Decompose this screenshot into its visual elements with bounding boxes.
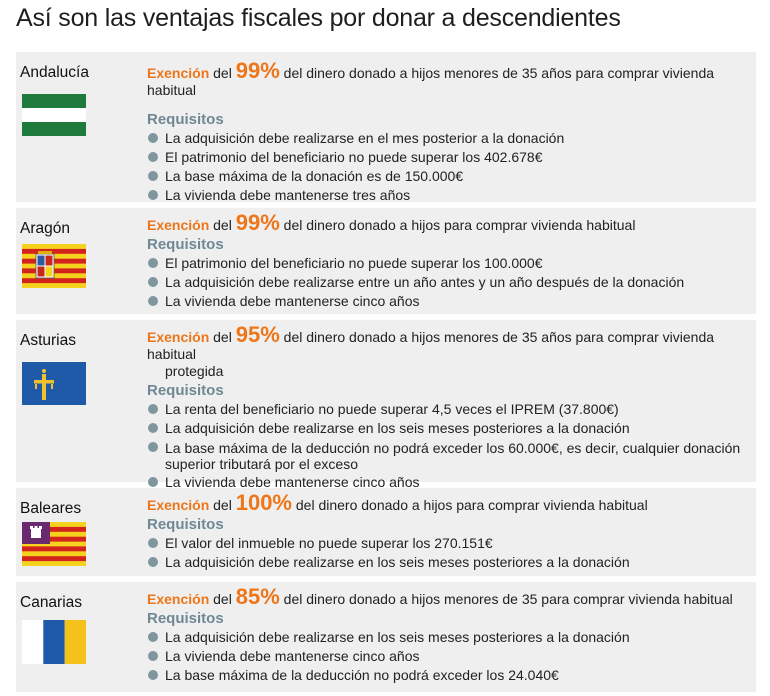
region-name: Aragón [20, 220, 70, 237]
region-name: Asturias [20, 332, 76, 349]
requisitos-label: Requisitos [147, 382, 224, 399]
exemption-headline: Exención del 100% del dinero donado a hi… [147, 492, 752, 514]
bullet-icon [148, 296, 158, 306]
requisitos-list: El valor del inmueble no puede superar l… [147, 534, 752, 572]
exemption-percent: 100% [235, 490, 292, 515]
bullet-icon [148, 190, 158, 200]
exemption-headline: Exención del 85% del dinero donado a hij… [147, 586, 752, 608]
requisitos-list: La adquisición debe realizarse en los se… [147, 628, 752, 685]
exencion-label: Exención [147, 329, 210, 345]
requisitos-label: Requisitos [147, 111, 224, 128]
flag-canarias-icon [22, 620, 86, 664]
list-item: La vivienda debe mantenerse cinco años [147, 292, 752, 311]
exemption-headline: Exención del 99% del dinero donado a hij… [147, 60, 752, 99]
requisitos-list: La renta del beneficiario no puede super… [147, 400, 752, 492]
requisitos-label: Requisitos [147, 516, 224, 533]
region-name: Andalucía [20, 64, 89, 81]
list-item: La adquisición debe realizarse en los se… [147, 419, 752, 438]
exemption-description: del dinero donado a hijos para comprar v… [283, 217, 636, 233]
exemption-description: del dinero donado a hijos menores de 35 … [147, 65, 715, 98]
exencion-label: Exención [147, 65, 210, 81]
list-item: La adquisición debe realizarse entre un … [147, 273, 752, 292]
region-canarias: Canarias Exención del 85% del dinero don… [16, 582, 756, 692]
del-text: del [213, 65, 232, 81]
list-item: El patrimonio del beneficiario no puede … [147, 254, 752, 273]
bullet-icon [148, 171, 158, 181]
bullet-icon [148, 404, 158, 414]
region-name: Baleares [20, 500, 82, 517]
list-item: La base máxima de la deducción no podrá … [147, 438, 752, 473]
bullet-icon [148, 632, 158, 642]
exemption-percent: 95% [235, 322, 280, 347]
bullet-icon [148, 442, 158, 452]
exemption-percent: 99% [235, 58, 280, 83]
requisitos-list: El patrimonio del beneficiario no puede … [147, 254, 752, 311]
list-item: La adquisición debe realizarse en los se… [147, 553, 752, 572]
del-text: del [213, 217, 232, 233]
flag-baleares-icon [22, 522, 86, 566]
del-text: del [213, 329, 232, 345]
exemption-headline: Exención del 99% del dinero donado a hij… [147, 212, 752, 234]
bullet-icon [148, 277, 158, 287]
exemption-description: del dinero donado a hijos menores de 35 … [147, 329, 715, 362]
list-item: El patrimonio del beneficiario no puede … [147, 148, 752, 167]
requisitos-list: La adquisición debe realizarse en el mes… [147, 129, 752, 205]
flag-andalucia-icon [22, 94, 86, 136]
region-name: Canarias [20, 594, 83, 611]
exemption-description: del dinero donado a hijos menores de 35 … [283, 591, 733, 607]
bullet-icon [148, 538, 158, 548]
exemption-description-continued: protegida [165, 363, 224, 379]
exencion-label: Exención [147, 591, 210, 607]
exemption-description: del dinero donado a hijos para comprar v… [295, 497, 648, 513]
list-item: La base máxima de la deducción no podrá … [147, 666, 752, 685]
region-andalucia: Andalucía Exención del 99% del dinero do… [16, 52, 756, 205]
region-aragon: Aragón Exención del 99% del dinero donad… [16, 208, 756, 314]
list-item: La adquisición debe realizarse en los se… [147, 628, 752, 647]
requisitos-label: Requisitos [147, 236, 224, 253]
bullet-icon [148, 133, 158, 143]
exemption-percent: 85% [235, 584, 280, 609]
bullet-icon [148, 557, 158, 567]
bullet-icon [148, 477, 158, 487]
exemption-headline: Exención del 95% del dinero donado a hij… [147, 324, 752, 380]
exencion-label: Exención [147, 217, 210, 233]
bullet-icon [148, 152, 158, 162]
bullet-icon [148, 423, 158, 433]
exencion-label: Exención [147, 497, 210, 513]
bullet-icon [148, 670, 158, 680]
list-item: La vivienda debe mantenerse cinco años [147, 473, 752, 492]
list-item: La base máxima de la donación es de 150.… [147, 167, 752, 186]
page-title: Así son las ventajas fiscales por donar … [16, 4, 621, 32]
list-item: La vivienda debe mantenerse cinco años [147, 647, 752, 666]
list-item: El valor del inmueble no puede superar l… [147, 534, 752, 553]
list-item: La vivienda debe mantenerse tres años [147, 186, 752, 205]
flag-asturias-icon [22, 362, 86, 405]
region-baleares: Baleares Exención del 100% del dinero do… [16, 488, 756, 576]
bullet-icon [148, 258, 158, 268]
region-asturias: Asturias Exención del 95% del dinero don… [16, 320, 756, 490]
del-text: del [213, 591, 232, 607]
list-item: La renta del beneficiario no puede super… [147, 400, 752, 419]
del-text: del [213, 497, 232, 513]
exemption-percent: 99% [235, 210, 280, 235]
list-item: La adquisición debe realizarse en el mes… [147, 129, 752, 148]
requisitos-label: Requisitos [147, 610, 224, 627]
bullet-icon [148, 651, 158, 661]
flag-aragon-icon [22, 244, 86, 288]
